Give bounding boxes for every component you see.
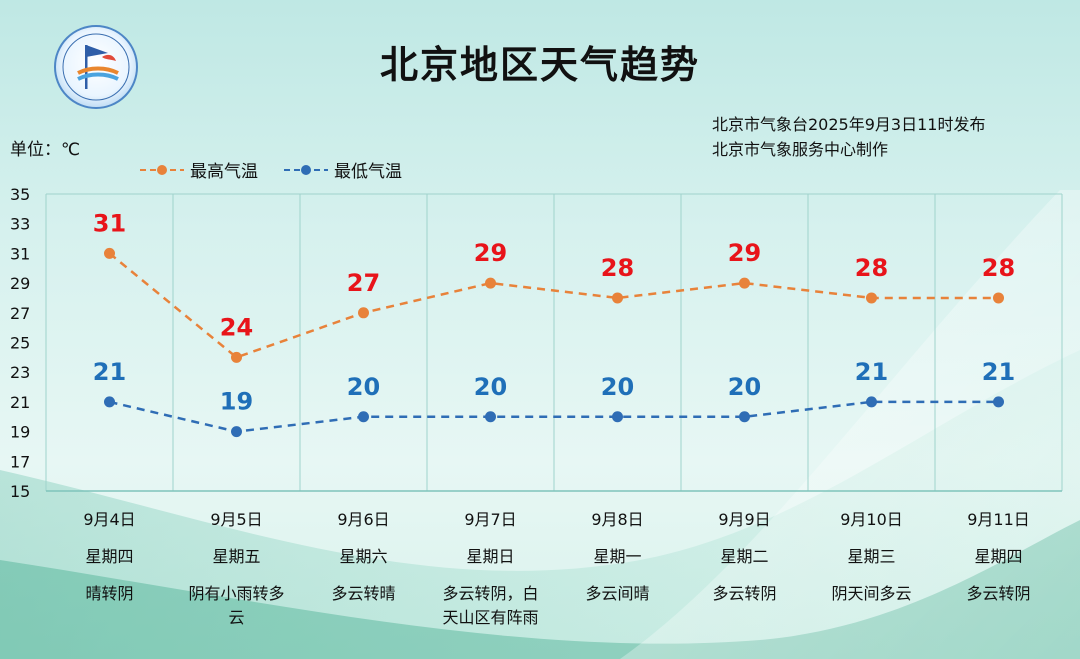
weather-label: 多云转阴 (966, 584, 1030, 603)
legend-label-high: 最高气温 (190, 162, 258, 182)
high-temp-label: 28 (601, 254, 634, 282)
high-temp-point (358, 307, 369, 319)
weekday-label: 星期五 (212, 547, 260, 566)
high-temp-line (108, 252, 999, 359)
y-tick-label: 17 (10, 452, 30, 471)
weather-label: 多云转阴 (712, 584, 776, 603)
high-temp-point (104, 247, 115, 259)
low-temp-label: 21 (982, 358, 1015, 386)
y-tick-label: 33 (10, 215, 30, 234)
low-temp-label: 20 (474, 373, 507, 401)
low-temp-line (109, 400, 999, 433)
low-temp-label: 20 (601, 373, 634, 401)
high-temp-point (612, 292, 623, 304)
high-temp-label: 31 (93, 209, 126, 237)
weather-label: 晴转阴 (85, 584, 133, 603)
low-temp-label: 20 (728, 373, 761, 401)
low-temp-label: 21 (93, 358, 126, 386)
y-tick-label: 29 (10, 274, 30, 293)
weather-label: 天山区有阵雨 (442, 608, 538, 627)
high-temp-label: 27 (347, 269, 380, 297)
weather-label: 多云间晴 (585, 584, 649, 603)
weekday-label: 星期一 (593, 547, 641, 566)
weekday-label: 星期日 (466, 547, 514, 566)
y-tick-label: 35 (10, 185, 30, 204)
legend-item-low: 最低气温 (284, 157, 402, 182)
date-label: 9月7日 (464, 510, 516, 529)
high-temp-label: 29 (474, 239, 507, 267)
high-temp-label: 24 (220, 313, 253, 341)
high-temp-label: 28 (982, 254, 1015, 282)
date-label: 9月10日 (840, 510, 903, 529)
weekday-label: 星期四 (85, 547, 133, 566)
low-temp-label: 19 (220, 388, 253, 416)
low-temp-point (866, 396, 877, 408)
page-title: 北京地区天气趋势 (379, 43, 700, 87)
weather-label: 阴天间多云 (831, 584, 911, 603)
low-temp-point (485, 411, 496, 423)
y-tick-label: 21 (10, 393, 30, 412)
publisher-line-1: 北京市气象台2025年9月3日11时发布 (712, 115, 986, 134)
low-temp-point (104, 396, 115, 408)
logo-emblem-icon (62, 33, 130, 101)
high-temp-point (866, 292, 877, 304)
low-temp-label: 21 (855, 358, 888, 386)
weather-label: 多云转晴 (331, 584, 395, 603)
high-temp-point (485, 277, 496, 289)
legend-label-low: 最低气温 (334, 162, 402, 182)
high-temp-point (231, 351, 242, 363)
date-label: 9月9日 (718, 510, 770, 529)
chart-legend: 最高气温 最低气温 (140, 157, 402, 182)
date-label: 9月5日 (210, 510, 262, 529)
low-temp-point (739, 411, 750, 423)
low-temp-point (358, 411, 369, 423)
legend-low-line-icon (284, 164, 328, 175)
legend-item-high: 最高气温 (140, 157, 258, 182)
low-temp-label: 20 (347, 373, 380, 401)
high-temp-point (993, 292, 1004, 304)
date-label: 9月8日 (591, 510, 643, 529)
weekday-label: 星期四 (974, 547, 1022, 566)
date-label: 9月6日 (337, 510, 389, 529)
high-temp-label: 28 (855, 254, 888, 282)
high-temp-point (739, 277, 750, 289)
publisher-info: 北京市气象台2025年9月3日11时发布 北京市气象服务中心制作 (712, 112, 985, 162)
weekday-label: 星期二 (720, 547, 768, 566)
weekday-label: 星期三 (847, 547, 895, 566)
unit-label: 单位：℃ (10, 140, 81, 160)
publisher-line-2: 北京市气象服务中心制作 (712, 140, 889, 159)
high-temp-label: 29 (728, 239, 761, 267)
low-temp-point (993, 396, 1004, 408)
y-tick-label: 19 (10, 423, 30, 442)
date-label: 9月4日 (83, 510, 135, 529)
y-tick-label: 23 (10, 363, 30, 382)
y-tick-label: 15 (10, 482, 30, 501)
weather-label: 多云转阴，白 (442, 584, 538, 603)
date-label: 9月11日 (967, 510, 1030, 529)
low-temp-point (231, 426, 242, 438)
weather-label: 阴有小雨转多 (188, 584, 284, 603)
y-tick-label: 31 (10, 244, 30, 263)
low-temp-point (612, 411, 623, 423)
legend-high-line-icon (140, 164, 184, 175)
weather-label: 云 (228, 608, 244, 627)
weekday-label: 星期六 (339, 547, 387, 566)
meteorological-service-logo (54, 25, 138, 109)
y-tick-label: 27 (10, 304, 30, 323)
y-tick-label: 25 (10, 334, 30, 353)
